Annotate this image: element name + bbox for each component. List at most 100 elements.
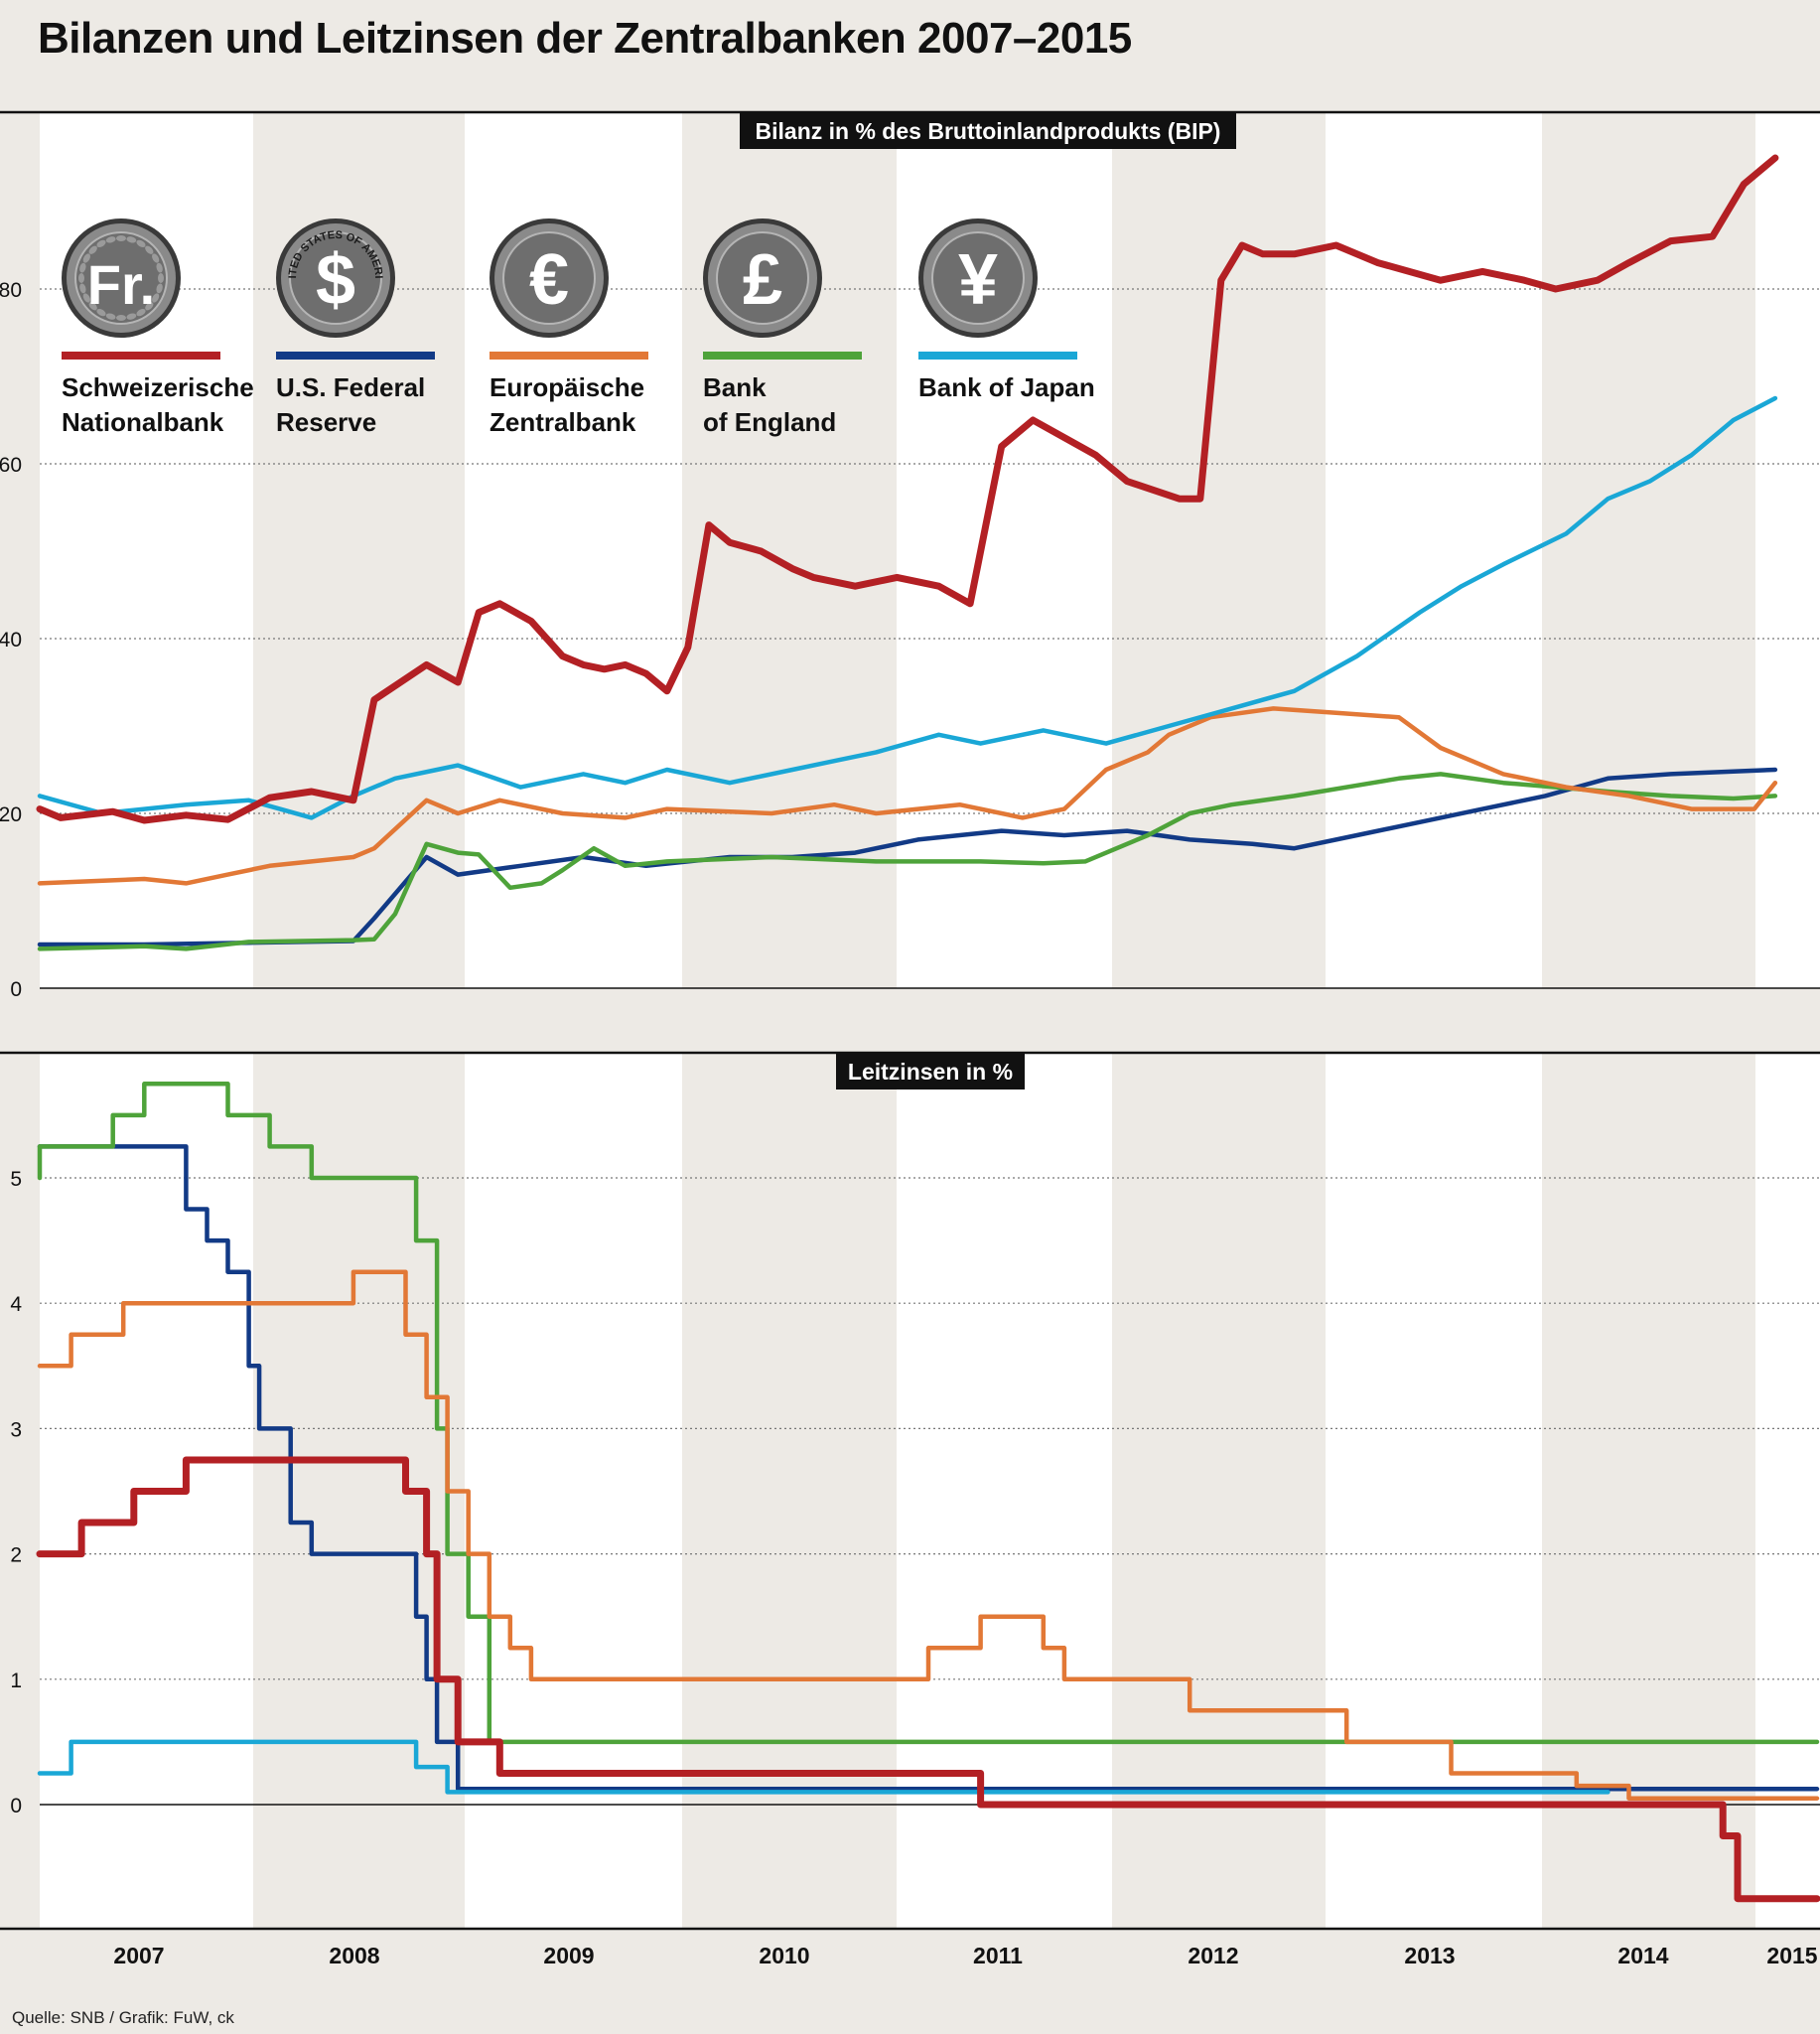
- legend-label: Bank of Japan: [918, 372, 1095, 402]
- rate-series-boe: [37, 1082, 1820, 1745]
- legend-item-boj: ¥ Bank of Japan: [918, 218, 1095, 402]
- year-band-bottom: [1112, 1053, 1326, 1929]
- rate-series-boj: [37, 1739, 1610, 1795]
- legend-color-bar: [62, 352, 220, 360]
- coin-face: [74, 231, 168, 325]
- year-band-bottom: [897, 1053, 1112, 1929]
- y-tick-label: 3: [10, 1418, 22, 1441]
- legend-label: Nationalbank: [62, 407, 224, 437]
- rate-series-snb: [36, 1456, 1820, 1903]
- year-label: 2014: [1617, 1943, 1668, 1968]
- rate-series-fed: [37, 1144, 1820, 1792]
- coin-symbol: $: [316, 240, 355, 320]
- swiss-franc-coin-icon: Fr.: [62, 218, 181, 338]
- legend-label: Reserve: [276, 407, 376, 437]
- balance-panel-title-box: [740, 113, 1236, 149]
- y-tick-label: 1: [10, 1670, 22, 1692]
- wreath-leaf: [105, 236, 116, 243]
- legend-item-boe: £ Bank of England: [703, 218, 862, 437]
- legend-label: Europäische: [490, 372, 644, 402]
- year-label: 2010: [759, 1943, 809, 1968]
- wreath-leaf: [82, 293, 90, 303]
- y-tick-label: 40: [0, 629, 22, 652]
- wreath-leaf: [79, 283, 86, 294]
- panel-frames: [0, 110, 1820, 1931]
- balance-series-ecb: [37, 706, 1778, 886]
- x-tick-labels: 2007 2008 2009 2010 2011 2012 2013 2014 2015: [113, 1943, 1817, 1968]
- coin-face: [502, 231, 596, 325]
- y-tick-label: 4: [10, 1293, 22, 1316]
- coin-symbol: €: [529, 240, 569, 320]
- year-label: 2012: [1188, 1943, 1238, 1968]
- legend-color-bar: [276, 352, 435, 360]
- wreath-leaf: [105, 313, 116, 320]
- year-band-bottom: [682, 1053, 897, 1929]
- wreath-leaf: [88, 302, 97, 311]
- year-label: 2011: [973, 1943, 1023, 1968]
- balance-panel-title: Bilanz in % des Bruttoinlandprodukts (BI…: [756, 118, 1221, 144]
- legend-color-bar: [703, 352, 862, 360]
- y-tick-label: 80: [0, 279, 22, 302]
- y-tick-label: 2: [10, 1544, 22, 1567]
- legend-label: of England: [703, 407, 836, 437]
- wreath-leaf: [156, 262, 163, 273]
- balance-series-boj: [37, 395, 1778, 820]
- euro-coin-icon: €: [490, 218, 609, 338]
- wreath-leaf: [88, 245, 97, 254]
- wreath-leaf: [96, 239, 106, 247]
- wreath-leaf: [136, 239, 146, 247]
- year-band-top: [1542, 112, 1755, 988]
- rate-panel-title: Leitzinsen in %: [848, 1059, 1013, 1085]
- wreath-leaf: [145, 302, 154, 311]
- rate-series-ecb: [37, 1269, 1820, 1801]
- wreath-leaf: [145, 245, 154, 254]
- year-label: 2007: [113, 1943, 164, 1968]
- y-tick-label: 5: [10, 1168, 22, 1191]
- rate-panel-title-box: [836, 1054, 1025, 1090]
- panel-titles: Bilanz in % des Bruttoinlandprodukts (BI…: [740, 113, 1236, 1090]
- balance-series-snb: [36, 154, 1779, 824]
- wreath-leaf: [156, 283, 163, 294]
- balance-series-fed: [37, 767, 1778, 947]
- y-tick-labels: 0 20 40 60 80 0 1 2 3 4 5: [0, 279, 22, 1817]
- wreath-leaf: [116, 235, 126, 241]
- coin-face: [289, 231, 382, 325]
- legend-label: U.S. Federal: [276, 372, 425, 402]
- year-band-top: [1326, 112, 1542, 988]
- coin-face: [716, 231, 809, 325]
- y-tick-label: 20: [0, 803, 22, 826]
- legend-label: Bank: [703, 372, 767, 402]
- wreath-leaf: [78, 273, 84, 283]
- wreath-leaf: [126, 313, 137, 320]
- yen-coin-icon: ¥: [918, 218, 1038, 338]
- y-tick-label: 0: [10, 1795, 22, 1817]
- wreath-leaf: [158, 273, 164, 283]
- year-band-top: [1755, 112, 1820, 988]
- wreath-leaf: [116, 315, 126, 321]
- y-tick-label: 0: [10, 978, 22, 1001]
- year-band-bottom: [1326, 1053, 1542, 1929]
- balance-series-boe: [37, 772, 1778, 951]
- coin-symbol: Fr.: [87, 253, 155, 316]
- wreath-leaf: [96, 309, 106, 317]
- coin-symbol: £: [743, 240, 782, 320]
- wreath-leaf: [152, 253, 160, 263]
- legend-label: Schweizerische: [62, 372, 254, 402]
- year-label: 2015: [1766, 1943, 1817, 1968]
- pound-coin-icon: £: [703, 218, 822, 338]
- wreath-leaf: [126, 236, 137, 243]
- legend-label: Zentralbank: [490, 407, 636, 437]
- coin-face: [931, 231, 1025, 325]
- year-band-top: [1112, 112, 1326, 988]
- y-tick-label: 60: [0, 454, 22, 477]
- year-band-bottom: [465, 1053, 682, 1929]
- year-label: 2008: [329, 1943, 379, 1968]
- year-label: 2013: [1404, 1943, 1455, 1968]
- legend-color-bar: [490, 352, 648, 360]
- chart-title: Bilanzen und Leitzinsen der Zentralbanke…: [38, 14, 1132, 63]
- year-label: 2009: [543, 1943, 594, 1968]
- year-band-bottom: [253, 1053, 465, 1929]
- legend-color-bar: [918, 352, 1077, 360]
- wreath-leaf: [79, 262, 86, 273]
